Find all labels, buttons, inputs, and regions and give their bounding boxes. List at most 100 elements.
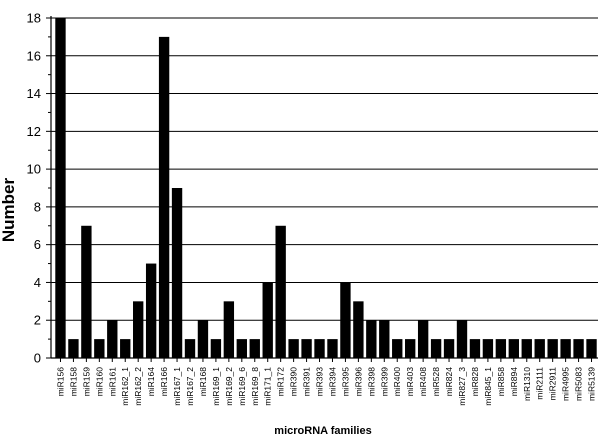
- y-tick-label: 12: [27, 124, 41, 139]
- y-tick-label: 6: [34, 237, 41, 252]
- x-tick-label: miR828: [470, 367, 480, 397]
- bar: [573, 339, 584, 358]
- bar: [508, 339, 519, 358]
- x-axis-title: microRNA families: [274, 425, 371, 437]
- x-tick-label: miR394: [327, 367, 337, 397]
- y-tick-label: 0: [34, 351, 41, 366]
- bar: [547, 339, 558, 358]
- bar: [81, 225, 92, 358]
- bar: [482, 339, 494, 358]
- bar: [223, 301, 235, 358]
- bar: [171, 188, 183, 358]
- x-tick-label: miR167_1: [172, 367, 182, 406]
- bar: [236, 339, 247, 358]
- y-tick-label: 14: [27, 86, 41, 101]
- x-tick-label: miR161: [107, 367, 117, 397]
- x-axis: miR156 miR158 miR159 miR160 miR161 miR162_1 mi…: [51, 357, 598, 406]
- x-tick-label: miR172: [276, 367, 286, 397]
- bar: [314, 339, 325, 358]
- bar: [456, 320, 468, 358]
- x-tick-label: miR169_2: [224, 367, 234, 406]
- gridlines: [51, 17, 598, 321]
- x-tick-label: miR399: [379, 367, 389, 397]
- bar: [353, 301, 364, 358]
- x-tick-label: miR168: [198, 367, 208, 397]
- x-tick-label: miR1310: [522, 367, 532, 401]
- bar: [430, 339, 442, 358]
- x-tick-label: miR858: [496, 367, 506, 397]
- bar: [301, 339, 312, 358]
- x-tick-label: miR156: [55, 367, 65, 397]
- bar: [55, 18, 66, 358]
- x-tick-label: miR169_1: [211, 367, 221, 406]
- bar: [340, 282, 351, 358]
- x-tick-label: miR169_8: [250, 367, 260, 406]
- y-axis-title: Number: [0, 178, 18, 243]
- x-tick-label: miR827_3: [457, 367, 467, 406]
- bar: [249, 339, 260, 358]
- y-tick-label: 18: [27, 11, 41, 26]
- x-tick-label: miR393: [315, 367, 325, 397]
- bar: [521, 339, 532, 358]
- x-tick-label: miR894: [509, 367, 519, 397]
- bar: [379, 320, 390, 358]
- bar: [275, 225, 286, 358]
- x-tick-label: miR391: [302, 367, 312, 397]
- bar: [210, 339, 222, 358]
- x-tick-label: miR845_1: [483, 367, 493, 406]
- bar: [120, 339, 131, 358]
- x-tick-label: miR2911: [548, 367, 558, 401]
- bar: [94, 339, 105, 358]
- x-tick-label: miR408: [418, 367, 428, 397]
- x-tick-label: miR162_1: [120, 367, 130, 406]
- bar: [417, 320, 429, 358]
- x-tick-label: miR160: [94, 367, 104, 397]
- y-tick-label: 10: [27, 162, 41, 177]
- y-tick-label: 16: [27, 48, 41, 63]
- bar: [469, 339, 481, 358]
- bar: [68, 339, 79, 358]
- x-tick-label: miR528: [431, 367, 441, 397]
- bar: [197, 320, 209, 358]
- bar: [405, 339, 416, 358]
- x-tick-label: miR166: [159, 367, 169, 397]
- bar: [288, 339, 299, 358]
- bar: [107, 320, 118, 358]
- bar: [443, 339, 455, 358]
- bar: [133, 301, 144, 358]
- x-tick-label: miR167_2: [185, 367, 195, 406]
- bar: [327, 339, 338, 358]
- bar: [366, 320, 377, 358]
- x-tick-label: miR403: [405, 367, 415, 397]
- x-tick-label: miR396: [353, 367, 363, 397]
- bar: [262, 282, 273, 358]
- bar: [392, 339, 403, 358]
- x-tick-label: miR159: [81, 367, 91, 397]
- x-tick-label: miR158: [68, 367, 78, 397]
- x-tick-label: miR4995: [561, 367, 571, 401]
- y-axis: 0 2 4 6 8 10 12 14 16 18: [27, 11, 52, 366]
- y-tick-label: 2: [34, 313, 41, 328]
- x-tick-label: miR390: [289, 367, 299, 397]
- bar: [586, 339, 597, 358]
- bar: [534, 339, 545, 358]
- x-tick-label: miR162_2: [133, 367, 143, 406]
- bar: [495, 339, 507, 358]
- y-tick-label: 8: [34, 199, 41, 214]
- x-tick-label: miR164: [146, 367, 156, 397]
- bar: [145, 263, 157, 358]
- x-tick-label: miR398: [366, 367, 376, 397]
- bars: [55, 18, 597, 359]
- x-tick-label: miR169_6: [237, 367, 247, 406]
- x-tick-label: miR5083: [574, 367, 584, 401]
- x-tick-label: miR171_1: [263, 367, 273, 406]
- x-tick-label: miR824: [444, 367, 454, 397]
- bar: [158, 36, 170, 359]
- x-tick-label: miR400: [392, 367, 402, 397]
- x-tick-label: miR5139: [587, 367, 597, 401]
- bar: [560, 339, 571, 358]
- x-tick-label: miR395: [340, 367, 350, 397]
- y-tick-label: 4: [34, 275, 41, 290]
- x-tick-label: miR2111: [535, 367, 545, 400]
